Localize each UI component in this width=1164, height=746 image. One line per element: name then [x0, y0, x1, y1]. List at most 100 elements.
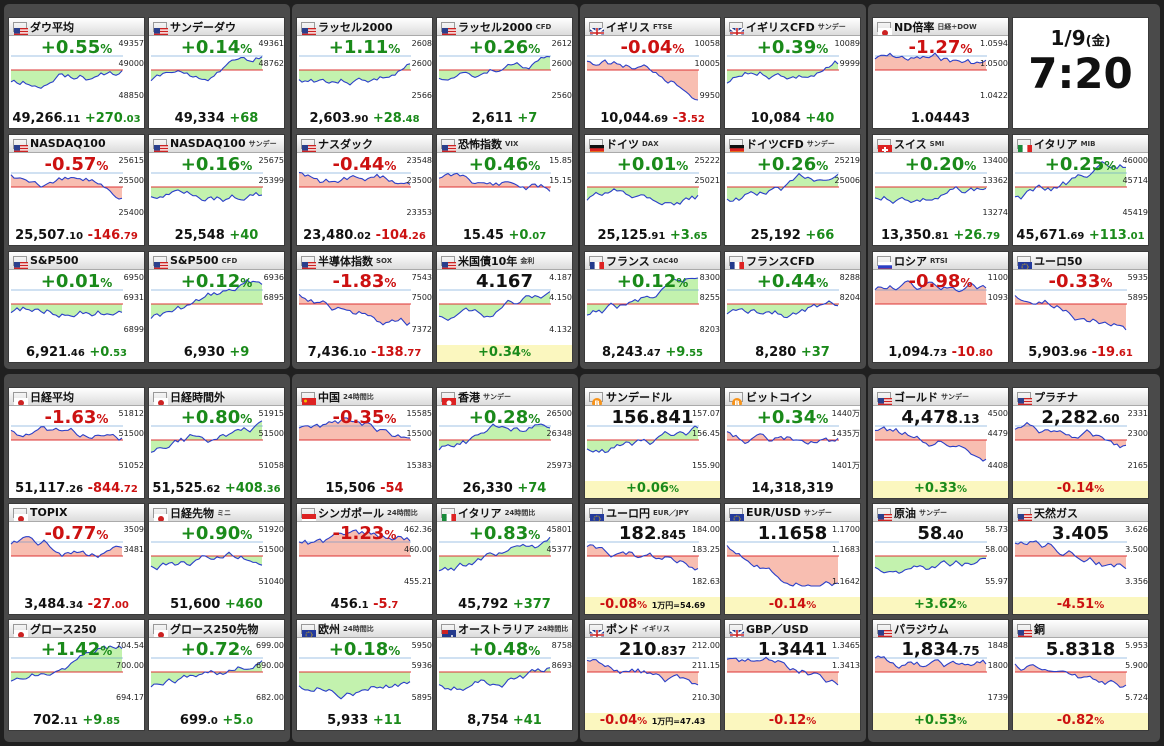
market-tile[interactable]: オーストラリア 24時間比 8758 8693 +0.48% 8,754 +41	[436, 619, 573, 731]
market-tile[interactable]: S&P500 CFD 6936 6895 +0.12% 6,930 +9	[148, 251, 285, 363]
market-tile[interactable]: イタリア 24時間比 45801 45377 +0.83% 45,792 +377	[436, 503, 573, 615]
market-tile[interactable]: シンガポール 24時間比 462.36 460.00 455.21 -1.23% 456.1…	[296, 503, 433, 615]
tile-header: 日経時間外	[149, 388, 284, 406]
tile-header: 欧州 24時間比	[297, 620, 432, 638]
market-tile[interactable]: 香港 サンデー 26500 26348 25973 +0.28% 26,330 +74	[436, 387, 573, 499]
market-tile[interactable]: ラッセル2000 2608 2600 2566 +1.11% 2,603.90 +28.4…	[296, 17, 433, 129]
market-sub: 24時間比	[504, 508, 536, 517]
axis-label: 51915	[259, 409, 284, 418]
market-tile[interactable]: グロース250 704.54 700.00 694.17 +1.42% 702.11 +9…	[8, 619, 145, 731]
market-name: パラジウム	[894, 622, 949, 636]
market-tile[interactable]: ユーロ円 EUR／JPY 184.00 183.25 182.63 182.845 -0.0…	[584, 503, 721, 615]
market-tile[interactable]: ダウ平均 49357 49000 48850 +0.55% 49,266.11 +270.…	[8, 17, 145, 129]
market-tile[interactable]: グロース250先物 699.00 690.00 682.00 +0.72% 699.0 +…	[148, 619, 285, 731]
market-name: ドイツ	[606, 137, 639, 151]
market-tile[interactable]: 半導体指数 SOX 7543 7500 7372 -1.83% 7,436.10 -138.…	[296, 251, 433, 363]
change-value: +0.14%	[180, 37, 253, 58]
tile-header: イギリス FTSE	[585, 18, 720, 36]
market-tile[interactable]: 米国債10年 金利 4.187 4.150 4.132 4.167 +0.34%	[436, 251, 573, 363]
country-flag-icon	[877, 21, 892, 35]
change-value: +0.12%	[616, 271, 689, 292]
market-tile[interactable]: プラチナ 2331 2300 2165 2,282.60 -0.14%	[1012, 387, 1149, 499]
axis-label: 8693	[552, 661, 572, 670]
price-footer: 49,334 +68	[174, 111, 259, 126]
market-tile[interactable]: 日経平均 51812 51500 51052 -1.63% 51,117.26 -844.…	[8, 387, 145, 499]
market-tile[interactable]: フランスCFD 8288 8204 +0.44% 8,280 +37	[724, 251, 861, 363]
tile-header: イギリスCFD サンデー	[725, 18, 860, 36]
change-value: 182.845	[618, 523, 687, 544]
country-flag-icon	[441, 391, 456, 405]
axis-label: 26348	[547, 429, 572, 438]
market-tile[interactable]: イギリスCFD サンデー 10089 9999 +0.39% 10,084 +40	[724, 17, 861, 129]
market-name: ビットコイン	[746, 390, 812, 404]
market-tile[interactable]: ドイツ DAX 25222 25021 +0.01% 25,125.91 +3.65	[584, 134, 721, 246]
sparkline-chart: 13400 13362 13274	[874, 156, 1008, 217]
market-tile[interactable]: S&P500 6950 6931 6899 +0.01% 6,921.46 +0.53	[8, 251, 145, 363]
country-flag-icon	[153, 21, 168, 35]
market-sub: CAC40	[652, 256, 679, 265]
axis-label: 157.07	[692, 409, 720, 418]
market-name: ユーロ円	[606, 506, 650, 520]
market-sub: サンデー	[483, 392, 511, 401]
market-tile[interactable]: ロシア RTSI 1100 1093 -0.98% 1,094.73 -10.80	[872, 251, 1009, 363]
axis-label: 4479	[988, 429, 1008, 438]
market-tile[interactable]: フランス CAC40 8300 8255 8203 +0.12% 8,243.47 +9.5…	[584, 251, 721, 363]
market-tile[interactable]: ラッセル2000 CFD 2612 2600 2560 +0.26% 2,611 +7	[436, 17, 573, 129]
change-value: 1.1658	[757, 523, 828, 544]
price-footer: 8,243.47 +9.55	[601, 345, 704, 360]
market-tile[interactable]: GBP／USD 1.3465 1.3413 1.3441 -0.12%	[724, 619, 861, 731]
market-name: フランス	[606, 254, 650, 268]
market-tile[interactable]: サンデーダウ 49361 48762 +0.14% 49,334 +68	[148, 17, 285, 129]
market-tile[interactable]: ドイツCFD サンデー 25219 25006 +0.26% 25,192 +66	[724, 134, 861, 246]
axis-label: 48850	[119, 91, 144, 100]
country-flag-icon	[301, 391, 316, 405]
axis-label: 7372	[412, 325, 432, 334]
axis-label: 25400	[119, 208, 144, 217]
market-name: ポンド	[606, 622, 639, 636]
market-name: イギリスCFD	[746, 20, 815, 34]
change-value: 1.3441	[757, 639, 828, 660]
market-tile[interactable]: ユーロ50 5935 5895 -0.33% 5,903.96 -19.61	[1012, 251, 1149, 363]
axis-label: 6931	[124, 293, 144, 302]
market-tile[interactable]: EUR/USD サンデー 1.1700 1.1683 1.1642 1.1658 -0.14…	[724, 503, 861, 615]
market-name: シンガポール	[318, 506, 384, 520]
country-flag-icon	[441, 138, 456, 152]
market-tile[interactable]: ゴールド サンデー 4500 4479 4408 4,478.13 +0.33%	[872, 387, 1009, 499]
axis-label: 25219	[835, 156, 860, 165]
market-tile[interactable]: スイス SMI 13400 13362 13274 +0.20% 13,350.81 +26…	[872, 134, 1009, 246]
market-tile[interactable]: TOPIX 3509 3481 -0.77% 3,484.34 -27.00	[8, 503, 145, 615]
axis-label: 15383	[407, 461, 432, 470]
market-tile[interactable]: ナスダック 23548 23500 23353 -0.44% 23,480.02 -104…	[296, 134, 433, 246]
market-tile[interactable]: 日経先物 ミニ 51920 51500 51040 +0.90% 51,600 +460	[148, 503, 285, 615]
price-footer: 15.45 +0.07	[462, 228, 547, 243]
market-tile[interactable]: パラジウム 1848 1800 1739 1,834.75 +0.53%	[872, 619, 1009, 731]
market-tile[interactable]: 中国 24時間比 15585 15500 15383 -0.35% 15,506 -54	[296, 387, 433, 499]
market-tile[interactable]: 天然ガス 3.626 3.500 3.356 3.405 -4.51%	[1012, 503, 1149, 615]
axis-label: 51058	[259, 461, 284, 470]
market-tile[interactable]: 欧州 24時間比 5950 5936 5895 +0.18% 5,933 +11	[296, 619, 433, 731]
market-tile[interactable]: 銅 5.953 5.900 5.724 5.8318 -0.82%	[1012, 619, 1149, 731]
change-value: -0.33%	[1048, 271, 1113, 292]
change-value: +0.26%	[468, 37, 541, 58]
market-tile[interactable]: 日経時間外 51915 51500 51058 +0.80% 51,525.62 +408…	[148, 387, 285, 499]
price-footer: 25,192 +66	[750, 228, 835, 243]
market-tile[interactable]: イギリス FTSE 10058 10005 9950 -0.04% 10,044.69 -3…	[584, 17, 721, 129]
market-tile[interactable]: NASDAQ100 25615 25500 25400 -0.57% 25,507.10 …	[8, 134, 145, 246]
price-footer: 23,480.02 -104.26	[303, 228, 426, 243]
market-tile[interactable]: 原油 サンデー 58.73 58.00 55.97 58.40 +3.62%	[872, 503, 1009, 615]
sparkline-chart: 5.953 5.900 5.724	[1014, 641, 1148, 702]
change-value: 4.167	[476, 271, 533, 292]
axis-label: 690.00	[256, 661, 284, 670]
market-tile[interactable]: NASDAQ100 サンデー 25675 25399 +0.16% 25,548 +40	[148, 134, 285, 246]
change-value: +0.80%	[180, 407, 253, 428]
axis-label: 682.00	[256, 693, 284, 702]
market-tile[interactable]: イタリア MIB 46000 45714 45419 +0.25% 45,671.69 +1…	[1012, 134, 1149, 246]
market-tile[interactable]: ND倍率 日経÷DOW 1.0594 1.0500 1.0422 -1.27% 1.0444…	[872, 17, 1009, 129]
axis-label: 6950	[124, 273, 144, 282]
change-footer: +0.06%	[585, 481, 720, 498]
market-tile[interactable]: B サンデードル 157.07 156.45 155.90 156.841 +0.06%	[584, 387, 721, 499]
market-tile[interactable]: 恐怖指数 VIX 15.85 15.15 +0.46% 15.45 +0.07	[436, 134, 573, 246]
market-tile[interactable]: B ビットコイン 1440万 1435万 1401万 +0.34% 14,318,319	[724, 387, 861, 499]
market-tile[interactable]: ポンド イギリス 212.00 211.15 210.30 210.837 -0.04% 1…	[584, 619, 721, 731]
sparkline-chart: 5950 5936 5895	[298, 641, 432, 702]
